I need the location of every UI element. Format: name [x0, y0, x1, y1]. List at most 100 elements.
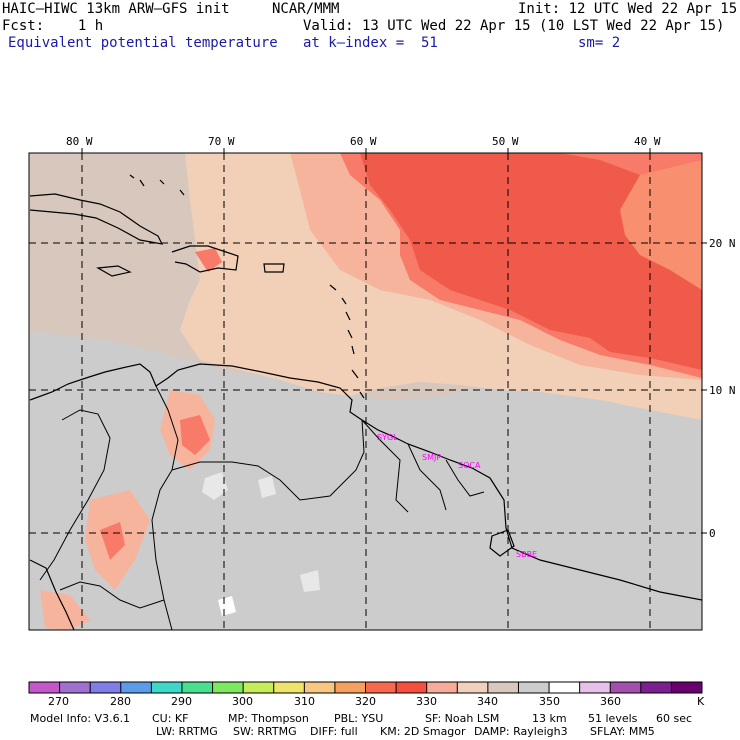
init-time: Init: 12 UTC Wed 22 Apr 15 [518, 1, 738, 17]
fill-colombia-red [100, 522, 125, 560]
cb-unit: K [697, 695, 705, 708]
colorbar-swatch [549, 682, 581, 693]
footer-levels: 51 levels [588, 712, 638, 725]
coast-south-america [29, 363, 702, 601]
colorbar-swatch [304, 682, 336, 693]
border-guyana [361, 419, 409, 513]
lon-label-40w: 40 W [634, 135, 661, 148]
colorbar-swatch [59, 682, 91, 693]
fill-orange-ne [620, 160, 702, 290]
colorbar-swatch [181, 682, 214, 693]
valid-time: Valid: 13 UTC Wed 22 Apr 15 (10 LST Wed … [303, 18, 725, 34]
lat-lon-grid [29, 153, 702, 630]
border-suriname [407, 443, 447, 511]
footer-sw: SW: RRTMG [233, 725, 297, 738]
cb-label-360: 360 [600, 695, 621, 708]
colorbar-ticks [59, 682, 672, 693]
fill-white-patch [218, 596, 236, 616]
coast-jamaica [96, 265, 132, 277]
coast-cuba [29, 193, 164, 245]
cb-label-330: 330 [416, 695, 437, 708]
footer-sf: SF: Noah LSM [425, 712, 500, 725]
cb-label-310: 310 [294, 695, 315, 708]
colorbar-swatch [29, 682, 61, 693]
station-soca: SOCA [458, 461, 481, 470]
fill-light-patch [202, 472, 228, 500]
footer-cu: CU: KF [152, 712, 189, 725]
coast-hispaniola [171, 245, 239, 273]
colorbar-swatch [457, 682, 489, 693]
fill-light-patch [258, 476, 276, 498]
colorbar [29, 682, 703, 693]
colorbar-swatch [212, 682, 244, 693]
forecast-hour: Fcst: 1 h [2, 18, 104, 34]
colorbar-swatch [151, 682, 183, 693]
colorbar-swatch [610, 682, 642, 693]
border-venezuela-brazil [171, 419, 365, 501]
coast-pacific [29, 559, 75, 630]
footer-lw: LW: RRTMG [156, 725, 218, 738]
colorbar-swatch [518, 682, 550, 693]
lon-labels: 80 W 70 W 60 W 50 W 40 W [66, 135, 661, 148]
lon-label-70w: 70 W [208, 135, 235, 148]
colorbar-swatch [243, 682, 275, 693]
station-smjp: SMJP [422, 453, 441, 462]
cb-label-320: 320 [355, 695, 376, 708]
model-title: HAIC–HIWC 13km ARW–GFS init [2, 1, 230, 17]
fill-light-patch [300, 570, 320, 592]
cb-label-300: 300 [232, 695, 253, 708]
model-level: at k–index = 51 [303, 35, 438, 51]
cb-label-280: 280 [110, 695, 131, 708]
organization: NCAR/MMM [272, 1, 340, 17]
cb-label-270: 270 [48, 695, 69, 708]
borders [39, 385, 485, 630]
station-labels: SYGL SMJP SOCA SBBE [377, 433, 537, 559]
colorbar-swatch [273, 682, 305, 693]
station-sygl: SYGL [377, 433, 398, 442]
lat-labels: 20 N 10 N 0 [709, 237, 736, 540]
lon-label-50w: 50 W [492, 135, 519, 148]
field-shading [29, 153, 702, 630]
border-colombia-venezuela [151, 385, 179, 630]
colorbar-swatch [396, 682, 428, 693]
cb-label-350: 350 [539, 695, 560, 708]
fill-hispaniola-red [195, 248, 222, 272]
fill-andes-red [180, 415, 210, 455]
colorbar-swatch [487, 682, 519, 693]
lat-label-10n: 10 N [709, 384, 736, 397]
footer-timestep: 60 sec [656, 712, 693, 725]
colorbar-swatch [365, 682, 397, 693]
smoothing: sm= 2 [578, 35, 621, 51]
lat-label-20n: 20 N [709, 237, 736, 250]
footer-mp: MP: Thompson [228, 712, 309, 725]
footer-pbl: PBL: YSU [334, 712, 384, 725]
lat-label-0: 0 [709, 527, 716, 540]
station-sbbe: SBBE [516, 550, 537, 559]
colorbar-swatch [671, 682, 703, 693]
colorbar-swatch [640, 682, 672, 693]
footer-model-version: Model Info: V3.6.1 [30, 712, 131, 725]
colorbar-swatch [426, 682, 458, 693]
coastlines [29, 174, 702, 630]
coast-puerto-rico [263, 263, 285, 273]
coast-antilles [329, 284, 365, 399]
lon-label-60w: 60 W [350, 135, 377, 148]
cb-label-340: 340 [477, 695, 498, 708]
footer-diff: DIFF: full [310, 725, 358, 738]
fill-dark-red [360, 153, 702, 370]
footer-sflay: SFLAY: MM5 [590, 725, 655, 738]
colorbar-swatch [334, 682, 366, 693]
border-fguiana [445, 459, 485, 497]
colorbar-labels: 270 280 290 300 310 320 330 340 350 360 … [48, 695, 705, 708]
border-peru-ecuador [59, 581, 165, 609]
border-panama-colombia [39, 409, 111, 581]
coast-islands-n [129, 174, 185, 196]
lon-label-80w: 80 W [66, 135, 93, 148]
field-name: Equivalent potential temperature [8, 35, 278, 51]
coast-marajo [489, 529, 515, 557]
footer-km: KM: 2D Smagor [380, 725, 466, 738]
frame-ticks [81, 148, 707, 534]
colorbar-swatch [579, 682, 611, 693]
footer-resolution: 13 km [532, 712, 567, 725]
